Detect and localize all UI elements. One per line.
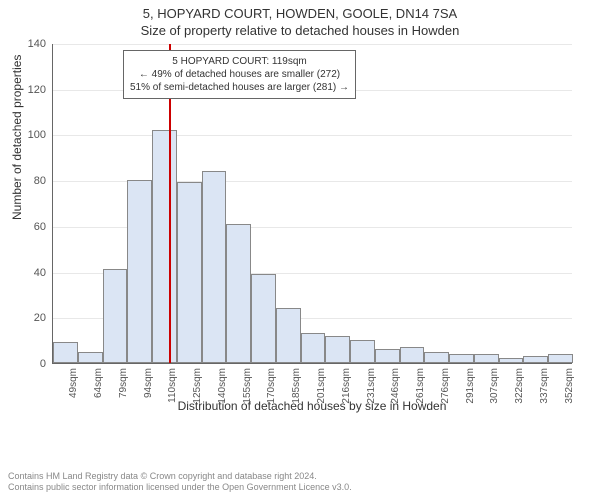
y-axis-label: Number of detached properties bbox=[10, 55, 24, 220]
histogram-bar bbox=[152, 130, 177, 363]
histogram-bar bbox=[226, 224, 251, 363]
y-tick-label: 80 bbox=[34, 175, 46, 187]
histogram-bar bbox=[449, 354, 474, 363]
histogram-bar bbox=[78, 352, 103, 363]
histogram-bar bbox=[177, 182, 202, 363]
histogram-bar bbox=[548, 354, 573, 363]
page-title-address: 5, HOPYARD COURT, HOWDEN, GOOLE, DN14 7S… bbox=[0, 6, 600, 21]
histogram-bar bbox=[499, 358, 524, 363]
x-tick-label: 110sqm bbox=[167, 368, 178, 403]
x-tick-label: 185sqm bbox=[291, 368, 302, 404]
histogram-bar bbox=[424, 352, 449, 363]
x-tick-label: 307sqm bbox=[489, 368, 500, 404]
histogram-bar bbox=[350, 340, 375, 363]
x-tick-label: 216sqm bbox=[341, 368, 352, 404]
x-tick-label: 170sqm bbox=[266, 368, 277, 404]
gridline bbox=[53, 135, 572, 136]
footnote-line1: Contains HM Land Registry data © Crown c… bbox=[8, 471, 352, 483]
histogram-bar bbox=[325, 336, 350, 363]
chart-area: 5 HOPYARD COURT: 119sqm ← 49% of detache… bbox=[52, 44, 572, 404]
x-tick-label: 201sqm bbox=[316, 368, 327, 404]
x-tick-label: 337sqm bbox=[539, 368, 550, 404]
footnote-line2: Contains public sector information licen… bbox=[8, 482, 352, 494]
annotation-box: 5 HOPYARD COURT: 119sqm ← 49% of detache… bbox=[123, 50, 356, 99]
x-tick-label: 231sqm bbox=[366, 368, 377, 404]
y-tick-label: 60 bbox=[34, 221, 46, 233]
x-tick-label: 322sqm bbox=[514, 368, 525, 404]
y-tick-label: 140 bbox=[28, 38, 46, 50]
histogram-bar bbox=[276, 308, 301, 363]
annotation-line1: 5 HOPYARD COURT: 119sqm bbox=[130, 55, 349, 68]
x-tick-label: 49sqm bbox=[68, 368, 79, 398]
footnote: Contains HM Land Registry data © Crown c… bbox=[8, 471, 352, 494]
x-tick-label: 291sqm bbox=[465, 368, 476, 404]
annotation-line2: ← 49% of detached houses are smaller (27… bbox=[130, 68, 349, 81]
annotation-line3: 51% of semi-detached houses are larger (… bbox=[130, 81, 349, 94]
histogram-bar bbox=[400, 347, 425, 363]
x-tick-label: 246sqm bbox=[390, 368, 401, 404]
x-tick-label: 64sqm bbox=[93, 368, 104, 398]
histogram-bar bbox=[301, 333, 326, 363]
x-tick-label: 155sqm bbox=[242, 368, 253, 404]
x-tick-label: 276sqm bbox=[440, 368, 451, 404]
x-tick-label: 352sqm bbox=[564, 368, 575, 404]
histogram-bar bbox=[474, 354, 499, 363]
y-tick-label: 0 bbox=[40, 358, 46, 370]
y-tick-label: 20 bbox=[34, 312, 46, 324]
gridline bbox=[53, 44, 572, 45]
page-title-subtitle: Size of property relative to detached ho… bbox=[0, 23, 600, 38]
x-tick-label: 79sqm bbox=[118, 368, 129, 398]
plot-region: 5 HOPYARD COURT: 119sqm ← 49% of detache… bbox=[52, 44, 572, 364]
x-tick-label: 125sqm bbox=[192, 368, 203, 404]
histogram-bar bbox=[202, 171, 227, 363]
y-tick-label: 40 bbox=[34, 267, 46, 279]
y-tick-label: 120 bbox=[28, 84, 46, 96]
y-tick-label: 100 bbox=[28, 129, 46, 141]
histogram-bar bbox=[53, 342, 78, 363]
histogram-bar bbox=[103, 269, 128, 363]
histogram-bar bbox=[523, 356, 548, 363]
histogram-bar bbox=[375, 349, 400, 363]
x-tick-label: 94sqm bbox=[143, 368, 154, 398]
histogram-bar bbox=[127, 180, 152, 363]
histogram-bar bbox=[251, 274, 276, 363]
x-tick-label: 261sqm bbox=[415, 368, 426, 404]
x-tick-label: 140sqm bbox=[217, 368, 228, 404]
